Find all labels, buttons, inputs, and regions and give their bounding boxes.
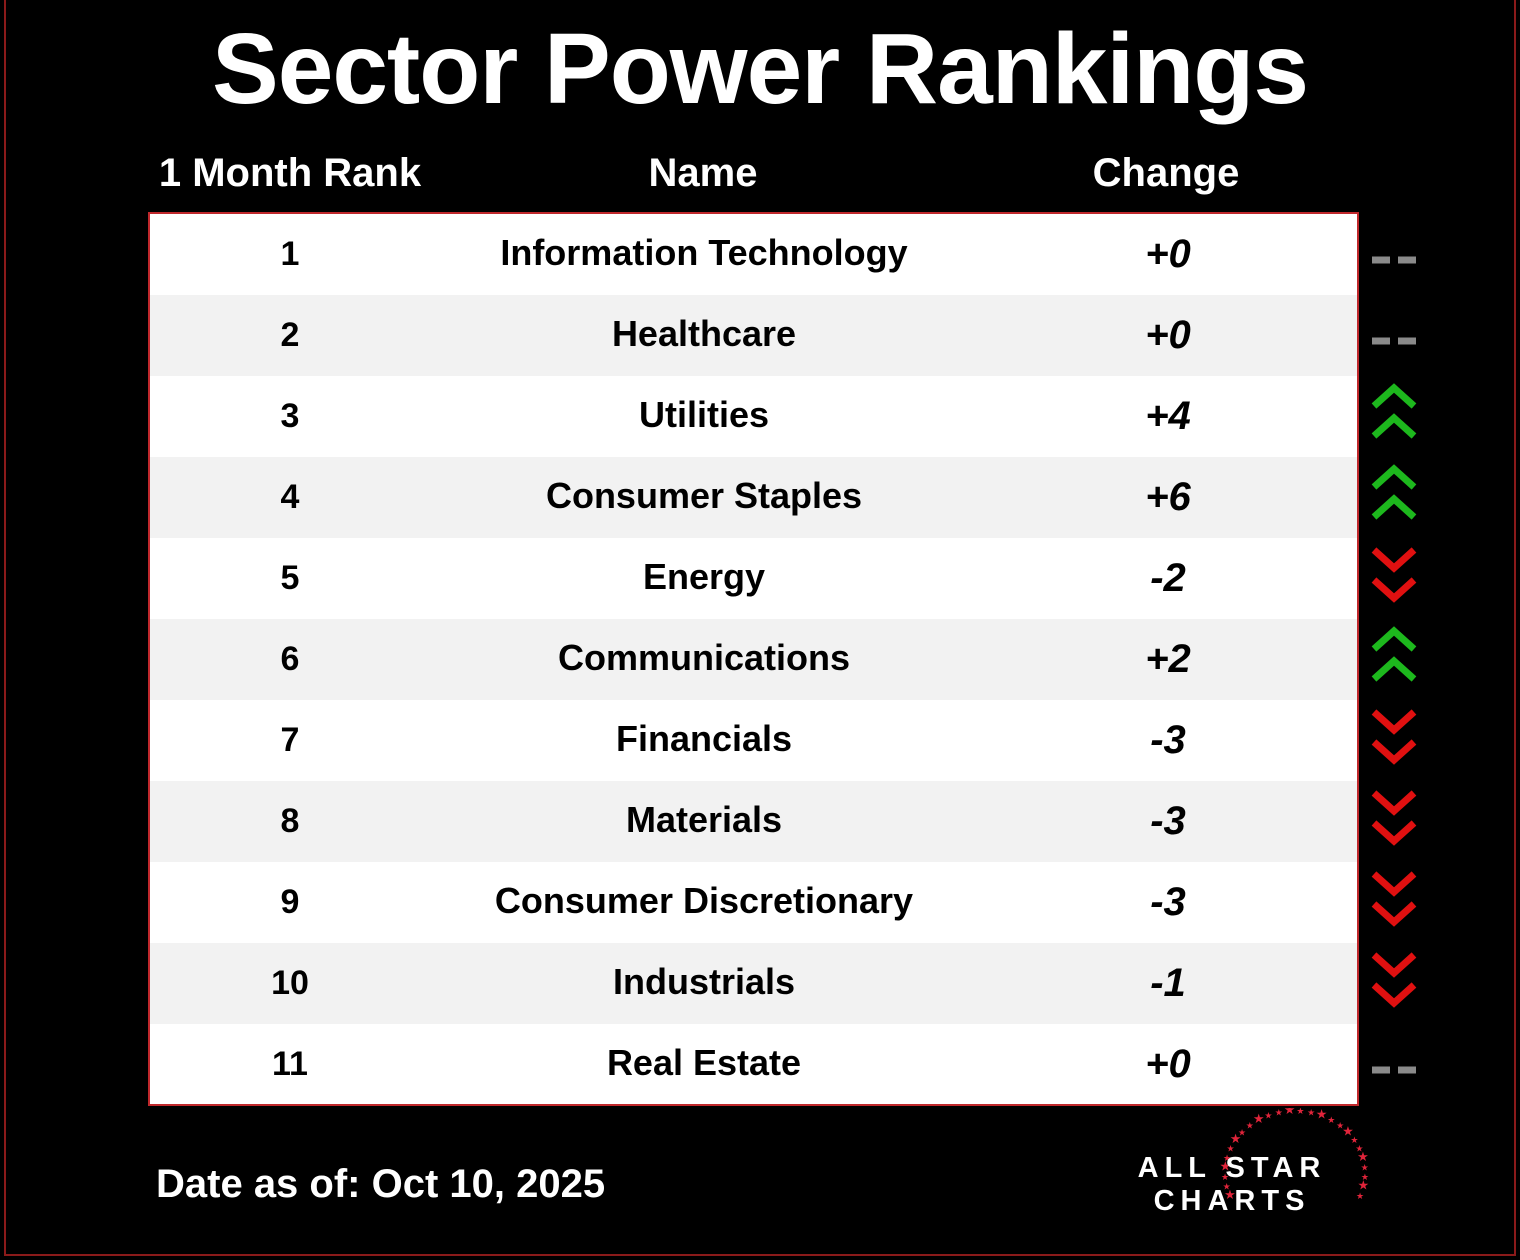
- dash-icon: [1368, 1024, 1422, 1105]
- table-row: 1 Information Technology +0: [150, 214, 1357, 295]
- double-chevron-up-icon: [1368, 619, 1422, 700]
- svg-text:★: ★: [1230, 1132, 1242, 1147]
- sector-name-cell: Financials: [615, 718, 793, 759]
- rank-cell: 5: [280, 559, 300, 597]
- change-cell: +0: [1145, 1042, 1191, 1086]
- table-row: 5 Energy -2: [150, 538, 1357, 619]
- svg-text:★: ★: [1356, 1192, 1364, 1202]
- svg-text:★: ★: [1327, 1116, 1335, 1126]
- rank-cell: 10: [271, 964, 309, 1002]
- double-chevron-down-icon: [1368, 538, 1422, 619]
- svg-text:★: ★: [1342, 1124, 1354, 1139]
- change-cell: -2: [1150, 556, 1186, 600]
- date-as-of: Date as of: Oct 10, 2025: [156, 1162, 606, 1206]
- change-cell: -1: [1150, 961, 1186, 1005]
- change-cell: -3: [1150, 718, 1186, 762]
- rank-cell: 4: [280, 478, 300, 516]
- svg-text:★: ★: [1238, 1128, 1246, 1138]
- rank-cell: 9: [280, 883, 300, 921]
- sector-name-cell: Consumer Staples: [545, 475, 863, 516]
- svg-text:★: ★: [1219, 1159, 1231, 1174]
- svg-text:★: ★: [1336, 1122, 1344, 1132]
- svg-text:★: ★: [1316, 1108, 1328, 1123]
- double-chevron-up-icon: [1368, 457, 1422, 538]
- sector-name-cell: Consumer Discretionary: [494, 880, 914, 921]
- double-chevron-down-icon: [1368, 862, 1422, 943]
- svg-text:★: ★: [1296, 1108, 1304, 1117]
- rank-cell: 3: [280, 397, 300, 435]
- table-row: 8 Materials -3: [150, 781, 1357, 862]
- svg-text:★: ★: [1361, 1173, 1369, 1183]
- svg-text:★: ★: [1307, 1109, 1315, 1119]
- svg-text:★: ★: [1227, 1145, 1235, 1155]
- sector-name-cell: Communications: [557, 637, 851, 678]
- table-row: 11 Real Estate +0: [150, 1024, 1357, 1105]
- svg-text:★: ★: [1264, 1112, 1272, 1122]
- change-cell: +2: [1145, 637, 1191, 681]
- rank-cell: 11: [272, 1045, 308, 1083]
- sector-name-cell: Materials: [625, 799, 783, 840]
- logo-line-2: CHARTS: [1153, 1185, 1311, 1217]
- sector-name-cell: Real Estate: [606, 1042, 802, 1083]
- svg-text:★: ★: [1357, 1179, 1369, 1194]
- table-row: 7 Financials -3: [150, 700, 1357, 781]
- table-row: 3 Utilities +4: [150, 376, 1357, 457]
- rank-cell: 8: [280, 802, 300, 840]
- double-chevron-down-icon: [1368, 943, 1422, 1024]
- svg-text:★: ★: [1361, 1163, 1369, 1173]
- svg-text:★: ★: [1253, 1112, 1265, 1127]
- rankings-table: 1 Information Technology +0 2 Healthcare +0 3 U…: [148, 212, 1359, 1106]
- svg-text:★: ★: [1221, 1173, 1229, 1183]
- dash-icon: [1368, 214, 1422, 295]
- svg-text:★: ★: [1355, 1145, 1363, 1155]
- sector-name-cell: Healthcare: [611, 313, 797, 354]
- svg-text:★: ★: [1246, 1122, 1254, 1132]
- rank-cell: 1: [280, 235, 300, 273]
- double-chevron-down-icon: [1368, 781, 1422, 862]
- column-header-rank: 1 Month Rank: [158, 151, 422, 195]
- svg-text:★: ★: [1224, 1188, 1236, 1203]
- logo-star-ring: ★★★★★★★★★ ★ ★ ★ ★ ★ ★ ★ ★★★★★★★★★★: [1219, 1108, 1369, 1203]
- change-cell: -3: [1150, 799, 1186, 843]
- double-chevron-up-icon: [1368, 376, 1422, 457]
- sector-name-cell: Information Technology: [500, 232, 908, 273]
- rank-cell: 2: [280, 316, 300, 354]
- svg-text:★: ★: [1223, 1183, 1231, 1193]
- change-cell: -3: [1150, 880, 1186, 924]
- change-cell: +0: [1145, 232, 1191, 276]
- svg-text:★: ★: [1350, 1136, 1358, 1146]
- all-star-charts-logo: ★ ★ ★ ★ ★ ★ ★ ★ ★ ★ ★ ★ ★ ★ ★ ★ ★ ★ ★ ★ ★ ★ ★ ★ ★ ★ ALL STAR CHAR…: [1110, 1108, 1370, 1248]
- svg-text:★: ★: [1357, 1150, 1369, 1165]
- table-row: 4 Consumer Staples +6: [150, 457, 1357, 538]
- column-header-change: Change: [1092, 151, 1240, 195]
- svg-text:★: ★: [1284, 1108, 1296, 1118]
- logo-line-1: ALL STAR: [1137, 1152, 1327, 1184]
- table-row: 6 Communications +2: [150, 619, 1357, 700]
- page-title: Sector Power Rankings: [212, 13, 1309, 125]
- table-row: 2 Healthcare +0: [150, 295, 1357, 376]
- page-frame: [4, 0, 1516, 1256]
- column-header-name: Name: [648, 151, 758, 195]
- change-cell: +6: [1145, 475, 1191, 519]
- sector-name-cell: Energy: [642, 556, 766, 597]
- change-cell: +4: [1145, 394, 1191, 438]
- table-row: 10 Industrials -1: [150, 943, 1357, 1024]
- double-chevron-down-icon: [1368, 700, 1422, 781]
- svg-text:★: ★: [1223, 1154, 1231, 1164]
- dash-icon: [1368, 295, 1422, 376]
- table-row: 9 Consumer Discretionary -3: [150, 862, 1357, 943]
- change-cell: +0: [1145, 313, 1191, 357]
- sector-name-cell: Utilities: [638, 394, 770, 435]
- sector-name-cell: Industrials: [612, 961, 796, 1002]
- svg-text:★: ★: [1275, 1109, 1283, 1119]
- rank-cell: 7: [280, 721, 300, 759]
- rank-cell: 6: [280, 640, 300, 678]
